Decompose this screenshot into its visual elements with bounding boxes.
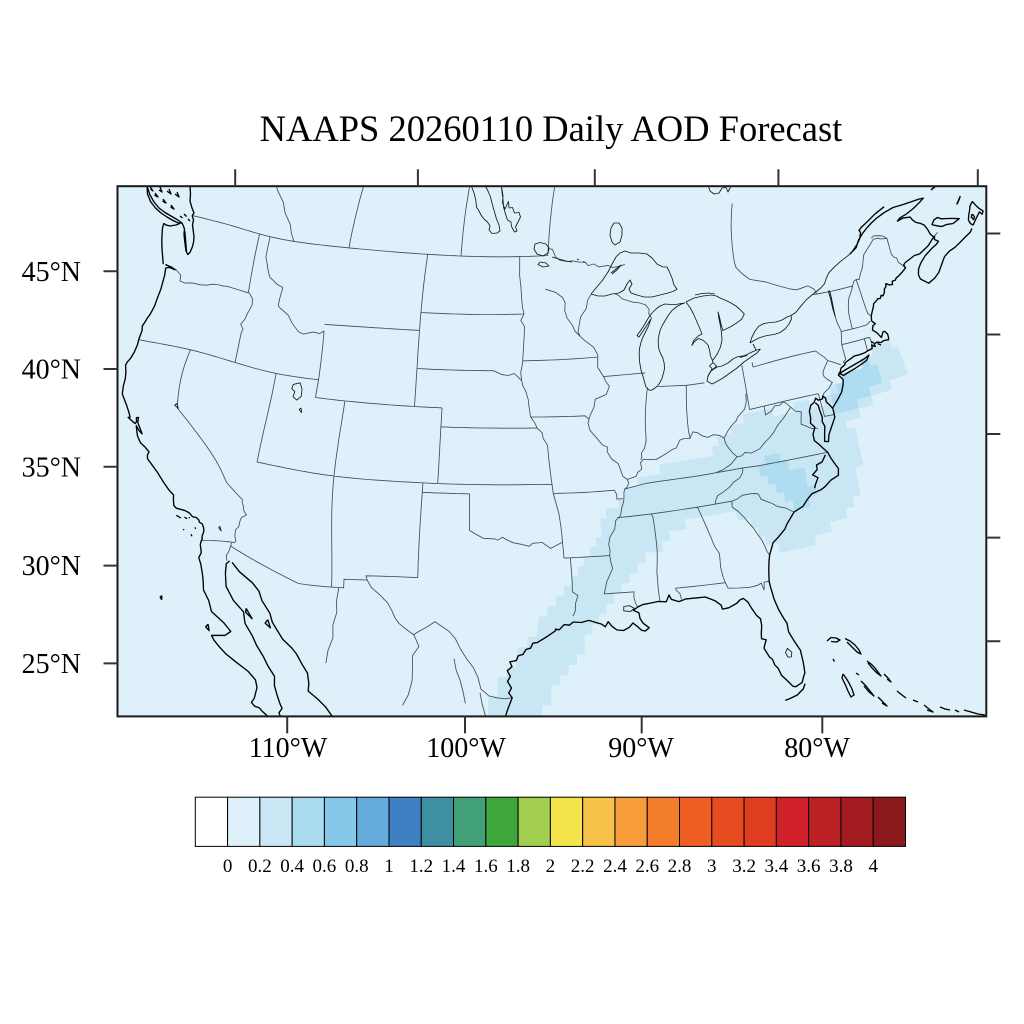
svg-text:80°W: 80°W	[784, 733, 850, 764]
svg-text:NAAPS 20260110 Daily AOD Forec: NAAPS 20260110 Daily AOD Forecast	[260, 108, 843, 149]
svg-text:45°N: 45°N	[22, 257, 81, 288]
svg-text:1: 1	[384, 856, 394, 877]
svg-text:100°W: 100°W	[426, 733, 506, 764]
svg-text:1.2: 1.2	[409, 856, 433, 877]
svg-text:1.8: 1.8	[506, 856, 530, 877]
svg-text:3.2: 3.2	[732, 856, 756, 877]
svg-text:2.6: 2.6	[635, 856, 659, 877]
svg-text:0.2: 0.2	[248, 856, 272, 877]
svg-text:3.8: 3.8	[829, 856, 853, 877]
svg-text:3: 3	[707, 856, 717, 877]
svg-text:40°N: 40°N	[22, 355, 81, 386]
svg-text:0: 0	[223, 856, 233, 877]
svg-text:3.6: 3.6	[797, 856, 821, 877]
svg-text:110°W: 110°W	[249, 733, 328, 764]
svg-text:0.4: 0.4	[280, 856, 304, 877]
svg-text:0.6: 0.6	[313, 856, 337, 877]
svg-text:2.8: 2.8	[668, 856, 692, 877]
svg-text:2.2: 2.2	[571, 856, 595, 877]
svg-text:2: 2	[546, 856, 556, 877]
svg-text:4: 4	[868, 856, 878, 877]
svg-text:0.8: 0.8	[345, 856, 369, 877]
svg-text:1.6: 1.6	[474, 856, 498, 877]
svg-text:1.4: 1.4	[442, 856, 466, 877]
svg-text:90°W: 90°W	[608, 733, 674, 764]
svg-text:30°N: 30°N	[22, 551, 81, 582]
svg-text:2.4: 2.4	[603, 856, 627, 877]
svg-text:25°N: 25°N	[22, 649, 81, 680]
svg-text:3.4: 3.4	[764, 856, 788, 877]
svg-text:35°N: 35°N	[22, 452, 81, 483]
